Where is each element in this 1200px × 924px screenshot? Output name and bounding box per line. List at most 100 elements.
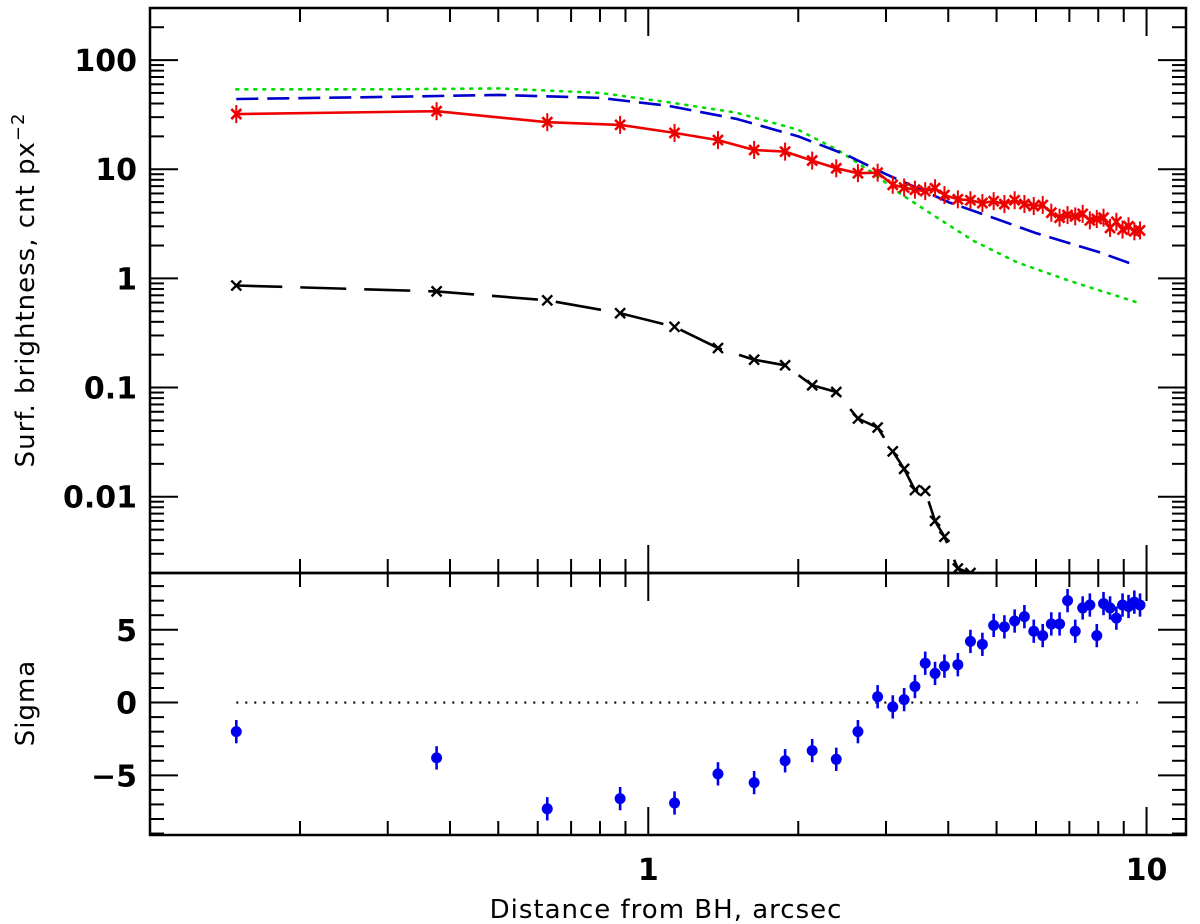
series-2-point — [987, 192, 1000, 211]
point-marker — [919, 657, 931, 669]
series-2-point — [1018, 195, 1031, 214]
series-2-point — [919, 182, 932, 201]
x-marker-stroke — [1027, 200, 1040, 212]
y-tick-label: 0.1 — [84, 372, 137, 407]
series-3-point — [909, 484, 921, 496]
y-axis-label-bottom: Sigma — [11, 660, 41, 747]
series-2-point — [830, 159, 843, 178]
x-marker-stroke — [541, 116, 554, 129]
x-marker-stroke — [712, 134, 724, 146]
series-2-point — [951, 190, 964, 209]
series-2-point — [1008, 191, 1021, 210]
point-marker — [964, 635, 976, 647]
x-marker-stroke — [1045, 206, 1058, 219]
x-marker-stroke — [852, 167, 864, 180]
point-marker — [1104, 602, 1116, 614]
x-marker-stroke — [898, 462, 910, 475]
x-marker-stroke — [748, 144, 761, 156]
x-marker-stroke — [886, 178, 899, 191]
x-marker-stroke — [541, 294, 554, 307]
surface-brightness-panel: 100 10 1 0.1 0.01 — [63, 6, 1188, 575]
x-marker-stroke — [964, 567, 973, 573]
series-2-point — [779, 142, 792, 161]
series-2-point — [938, 186, 951, 205]
residual-point — [964, 629, 976, 654]
x-axis-label: Distance from BH, arcsec — [490, 895, 843, 924]
residual-point — [230, 720, 242, 744]
residual-point — [988, 613, 1000, 638]
y-axis-label-top: Surf. brightness, cnt px−2 — [8, 113, 41, 468]
x-marker-stroke — [871, 166, 884, 179]
residual-point — [909, 674, 921, 699]
x-marker-stroke — [806, 154, 819, 167]
point-marker — [230, 726, 242, 738]
point-marker — [614, 793, 626, 805]
residual-point — [998, 615, 1010, 639]
point-marker — [1028, 625, 1040, 637]
residual-point — [852, 720, 864, 744]
series-3-point — [964, 567, 977, 573]
x-marker-stroke — [1097, 211, 1110, 224]
series-2-point — [541, 113, 554, 132]
panel-frame — [148, 571, 1188, 837]
x-marker-stroke — [614, 118, 627, 131]
point-marker — [748, 777, 760, 789]
x-marker-stroke — [938, 189, 951, 201]
residual-point — [1018, 605, 1030, 629]
x-marker-stroke — [1036, 199, 1049, 211]
x-marker-stroke — [852, 412, 864, 425]
series-3-point — [830, 386, 843, 398]
point-marker — [1084, 599, 1096, 611]
x-marker-stroke — [668, 127, 681, 139]
residual-point — [1069, 619, 1081, 643]
residual-point — [1134, 593, 1146, 617]
series-2-point — [1116, 220, 1129, 239]
x-marker-stroke — [909, 183, 921, 196]
x-marker-stroke — [430, 285, 443, 298]
x-marker-stroke — [230, 108, 243, 121]
x-marker-stroke — [929, 182, 941, 195]
x-marker-stroke — [806, 379, 819, 392]
point-marker — [1069, 625, 1081, 637]
series-0-line — [235, 87, 1139, 304]
residual-point — [431, 746, 443, 770]
series-2-point — [230, 105, 243, 124]
residual-point — [929, 661, 941, 686]
x-marker-stroke — [1110, 215, 1123, 228]
residual-point — [887, 695, 899, 719]
x-marker-stroke — [1053, 211, 1066, 224]
residual-point — [1009, 609, 1021, 633]
x-marker-stroke — [830, 386, 843, 398]
point-marker — [1062, 595, 1074, 607]
residual-point — [1084, 593, 1096, 617]
x-marker-stroke — [830, 162, 843, 175]
residual-point — [779, 749, 791, 773]
x-tick-label: 10 — [1126, 853, 1168, 888]
x-marker-stroke — [909, 484, 921, 496]
series-3-point — [919, 485, 932, 497]
point-marker — [1045, 618, 1057, 630]
series-2-point — [871, 163, 884, 182]
series-2-point — [430, 102, 443, 121]
point-marker — [872, 691, 884, 703]
point-marker — [988, 619, 1000, 631]
point-marker — [1054, 618, 1066, 630]
residual-point — [614, 786, 626, 811]
x-marker-stroke — [1116, 223, 1129, 236]
x-marker-stroke — [929, 515, 941, 527]
point-marker — [898, 694, 910, 706]
x-marker-stroke — [779, 145, 792, 158]
x-marker-stroke — [779, 359, 791, 372]
x-marker-stroke — [230, 279, 243, 292]
residual-point — [1062, 589, 1074, 613]
x-marker-stroke — [871, 421, 884, 434]
point-marker — [712, 768, 724, 780]
x-marker-stroke — [1134, 224, 1146, 237]
series-2-point — [929, 179, 941, 198]
residual-point — [806, 738, 818, 763]
x-marker-stroke — [1122, 220, 1135, 233]
plot-area — [230, 589, 1146, 821]
panel-frame — [148, 6, 1188, 575]
series-3-point — [712, 342, 724, 354]
